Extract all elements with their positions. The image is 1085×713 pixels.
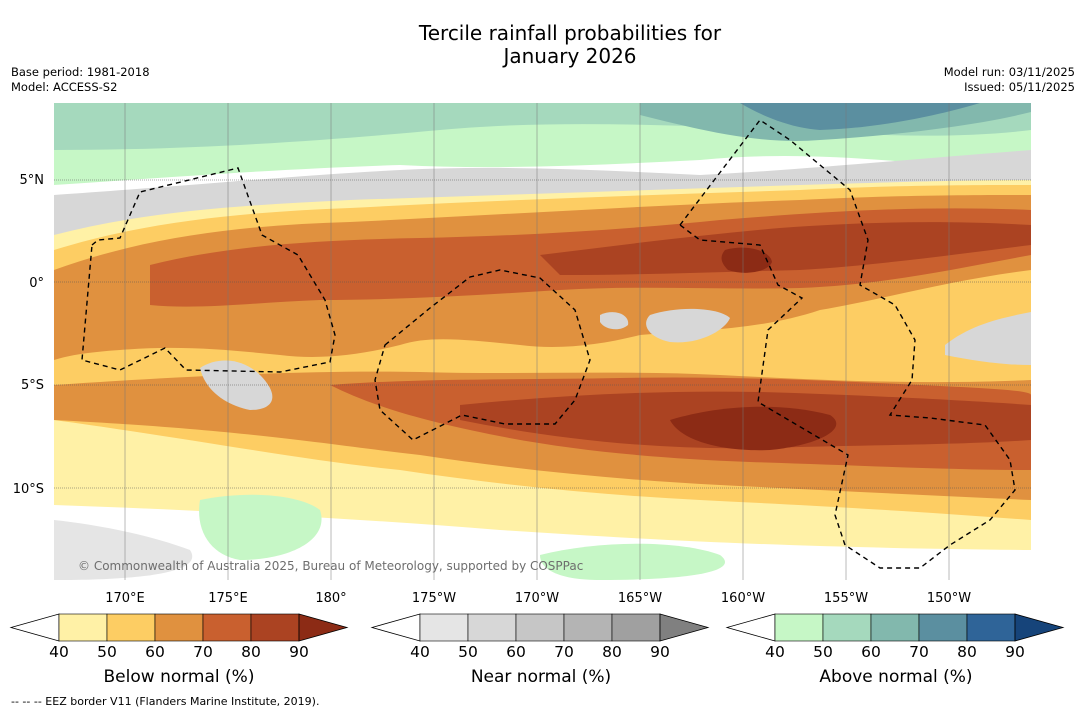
below-tick-60: 60	[145, 643, 165, 661]
below-normal-label: Below normal (%)	[103, 667, 255, 687]
above-colorbar-bin-4	[918, 613, 968, 642]
above-normal-label: Above normal (%)	[819, 667, 973, 687]
colorbar-above-normal	[725, 613, 1065, 642]
lat-label-5s: 5°S	[21, 378, 44, 393]
lon-label-170e: 170°E	[105, 591, 145, 606]
above-colorbar-bin-5	[966, 613, 1016, 642]
above-colorbar-bin-3	[870, 613, 920, 642]
above-tick-80: 80	[957, 643, 977, 661]
below-colorbar-bin-1	[58, 613, 108, 642]
near-tick-90: 90	[650, 643, 670, 661]
near-colorbar-low-extend	[370, 613, 421, 642]
below-colorbar-low-extend	[9, 613, 60, 642]
lon-label-155w: 155°W	[824, 591, 868, 606]
above-colorbar-low-extend	[725, 613, 776, 642]
lat-label-10s: 10°S	[13, 482, 44, 497]
lon-label-180: 180°	[315, 591, 346, 606]
title-line-1: Tercile rainfall probabilities for	[418, 21, 722, 45]
above-colorbar-bin-1	[774, 613, 824, 642]
below-colorbar-bin-4	[202, 613, 252, 642]
near-tick-60: 60	[506, 643, 526, 661]
above-colorbar-high-extend	[1014, 613, 1065, 642]
lon-label-160w: 160°W	[721, 591, 765, 606]
lat-label-0: 0°	[29, 276, 44, 291]
near-tick-70: 70	[554, 643, 574, 661]
below-colorbar-bin-2	[106, 613, 156, 642]
issued-date: Issued: 05/11/2025	[964, 80, 1075, 94]
above-colorbar-bin-2	[822, 613, 872, 642]
model-run: Model run: 03/11/2025	[943, 65, 1075, 79]
lon-label-175w: 175°W	[412, 591, 456, 606]
lon-label-150w: 150°W	[927, 591, 971, 606]
below-tick-80: 80	[241, 643, 261, 661]
above-tick-60: 60	[861, 643, 881, 661]
lon-label-170w: 170°W	[515, 591, 559, 606]
below-tick-40: 40	[49, 643, 69, 661]
eez-legend: -- -- -- EEZ border V11 (Flanders Marine…	[11, 695, 320, 708]
base-period: Base period: 1981-2018	[11, 65, 150, 79]
below-colorbar-high-extend	[298, 613, 349, 642]
near-colorbar-bin-3	[515, 613, 565, 642]
near-tick-40: 40	[410, 643, 430, 661]
below-tick-50: 50	[97, 643, 117, 661]
meta-left: Base period: 1981-2018 Model: ACCESS-S2	[11, 65, 150, 95]
above-tick-50: 50	[813, 643, 833, 661]
near-normal-label: Near normal (%)	[470, 667, 612, 687]
near-colorbar-bin-4	[563, 613, 613, 642]
near-colorbar-bin-2	[467, 613, 517, 642]
lon-label-175e: 175°E	[208, 591, 248, 606]
below-colorbar-bin-3	[154, 613, 204, 642]
near-tick-50: 50	[458, 643, 478, 661]
colorbar-below-normal	[9, 613, 349, 642]
meridians	[124, 103, 950, 580]
probability-field: © Commonwealth of Australia 2025, Bureau…	[54, 103, 1031, 580]
lat-label-5n: 5°N	[20, 173, 45, 188]
title-line-2: January 2026	[503, 44, 637, 68]
meta-right: Model run: 03/11/2025 Issued: 05/11/2025	[944, 65, 1075, 95]
below-tick-90: 90	[289, 643, 309, 661]
above-tick-70: 70	[909, 643, 929, 661]
near-colorbar-high-extend	[659, 613, 710, 642]
above-tick-90: 90	[1005, 643, 1025, 661]
copyright-text: © Commonwealth of Australia 2025, Bureau…	[78, 559, 583, 573]
model-name: Model: ACCESS-S2	[11, 80, 118, 94]
below-tick-70: 70	[193, 643, 213, 661]
near-colorbar-bin-5	[611, 613, 661, 642]
colorbar-near-normal	[370, 613, 710, 642]
lon-label-165w: 165°W	[618, 591, 662, 606]
graticule	[54, 179, 1031, 489]
above-tick-40: 40	[765, 643, 785, 661]
below-colorbar-bin-5	[250, 613, 300, 642]
eez-borders	[81, 119, 1016, 569]
map-title: Tercile rainfall probabilities for Janua…	[0, 22, 1085, 68]
near-tick-80: 80	[602, 643, 622, 661]
near-colorbar-bin-1	[419, 613, 469, 642]
